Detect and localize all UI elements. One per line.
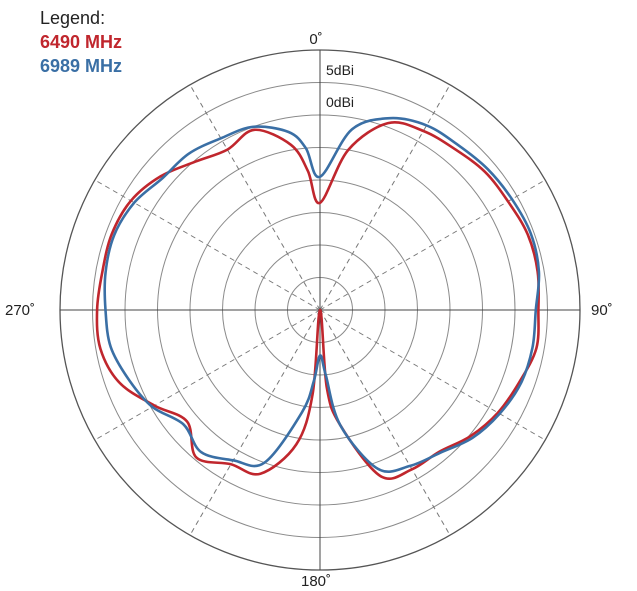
legend-entry-6490: 6490 MHz xyxy=(40,32,123,52)
angle-label-90: 90˚ xyxy=(591,302,613,319)
grid-spoke xyxy=(319,84,451,311)
angle-label-0: 0˚ xyxy=(309,31,322,48)
angle-label-270: 270˚ xyxy=(5,302,35,319)
series-layer xyxy=(95,116,541,481)
radial-label-5dbi: 5dBi xyxy=(326,62,354,78)
legend-entry-6989: 6989 MHz xyxy=(40,56,123,76)
polar-grid xyxy=(59,49,581,571)
legend-title: Legend: xyxy=(40,8,106,28)
series-line-6490-mhz xyxy=(95,121,541,481)
grid-spoke xyxy=(189,84,321,311)
radial-label-0dbi: 0dBi xyxy=(326,94,354,110)
series-line-6989-mhz xyxy=(103,116,541,473)
grid-spoke xyxy=(94,179,321,311)
angle-label-180: 180˚ xyxy=(301,573,331,590)
grid-spoke xyxy=(94,309,321,441)
grid-spoke xyxy=(189,309,321,536)
legend: Legend: 6490 MHz 6989 MHz xyxy=(40,6,122,78)
axis-labels: 0˚ 90˚ 180˚ 270˚ 5dBi 0dBi xyxy=(5,31,613,590)
grid-spoke xyxy=(319,309,546,441)
grid-spoke xyxy=(319,309,451,536)
